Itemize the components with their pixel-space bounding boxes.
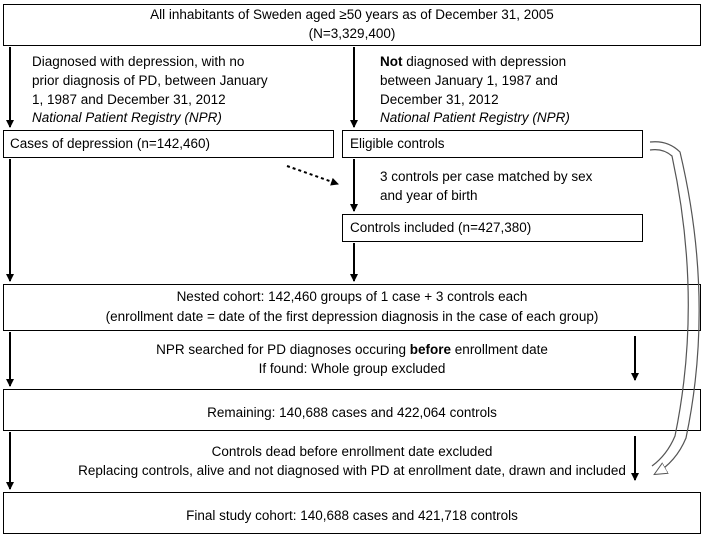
- left-criteria-line1: Diagnosed with depression, with no: [32, 54, 245, 69]
- step2-line1: Controls dead before enrollment date exc…: [211, 444, 493, 459]
- matching-line1: 3 controls per case matched by sex: [380, 169, 593, 184]
- eligible-controls-box: [342, 130, 643, 158]
- nested-cohort-line1: Nested cohort: 142,460 groups of 1 case …: [176, 289, 528, 304]
- remaining-box: [3, 389, 701, 431]
- final-cohort-box: [3, 492, 701, 534]
- left-criteria-source: National Patient Registry (NPR): [32, 110, 222, 125]
- step1-line1: NPR searched for PD diagnoses occuring b…: [3, 340, 701, 360]
- matching-line2: and year of birth: [380, 188, 478, 203]
- cases-box: [3, 130, 334, 158]
- right-criteria-line3: December 31, 2012: [380, 92, 499, 107]
- left-criteria-line2: prior diagnosis of PD, between January: [32, 73, 268, 88]
- left-criteria-line3: 1, 1987 and December 31, 2012: [32, 92, 226, 107]
- step1-pre: NPR searched for PD diagnoses occuring: [156, 342, 410, 357]
- not-emphasis: Not: [380, 54, 403, 69]
- right-criteria-source: National Patient Registry (NPR): [380, 110, 570, 125]
- nested-cohort-box: [3, 284, 701, 331]
- controls-included-box: [342, 214, 643, 242]
- arrow-eligible-to-final-curved: [649, 141, 700, 474]
- remaining-label: Remaining: 140,688 cases and 422,064 con…: [207, 405, 497, 420]
- population-label: All inhabitants of Sweden aged ≥50 years…: [150, 7, 554, 22]
- population-box: [3, 4, 701, 46]
- final-cohort-label: Final study cohort: 140,688 cases and 42…: [186, 508, 518, 523]
- nested-cohort-line2: (enrollment date = date of the first dep…: [105, 309, 599, 324]
- step1-line2: If found: Whole group excluded: [258, 361, 446, 376]
- cases-label: Cases of depression (n=142,460): [10, 136, 211, 151]
- eligible-controls-label: Eligible controls: [350, 136, 445, 151]
- population-count: (N=3,329,400): [308, 26, 396, 41]
- controls-included-label: Controls included (n=427,380): [350, 220, 532, 235]
- arrow-cases-to-included-dotted: [286, 165, 339, 186]
- right-criteria-line1: Not diagnosed with depression: [380, 52, 566, 72]
- step1-post: enrollment date: [451, 342, 548, 357]
- right-criteria-line2: between January 1, 1987 and: [380, 73, 558, 88]
- right-criteria-line1-rest: diagnosed with depression: [402, 54, 567, 69]
- before-emphasis: before: [409, 342, 452, 357]
- step2-line2: Replacing controls, alive and not diagno…: [78, 463, 626, 478]
